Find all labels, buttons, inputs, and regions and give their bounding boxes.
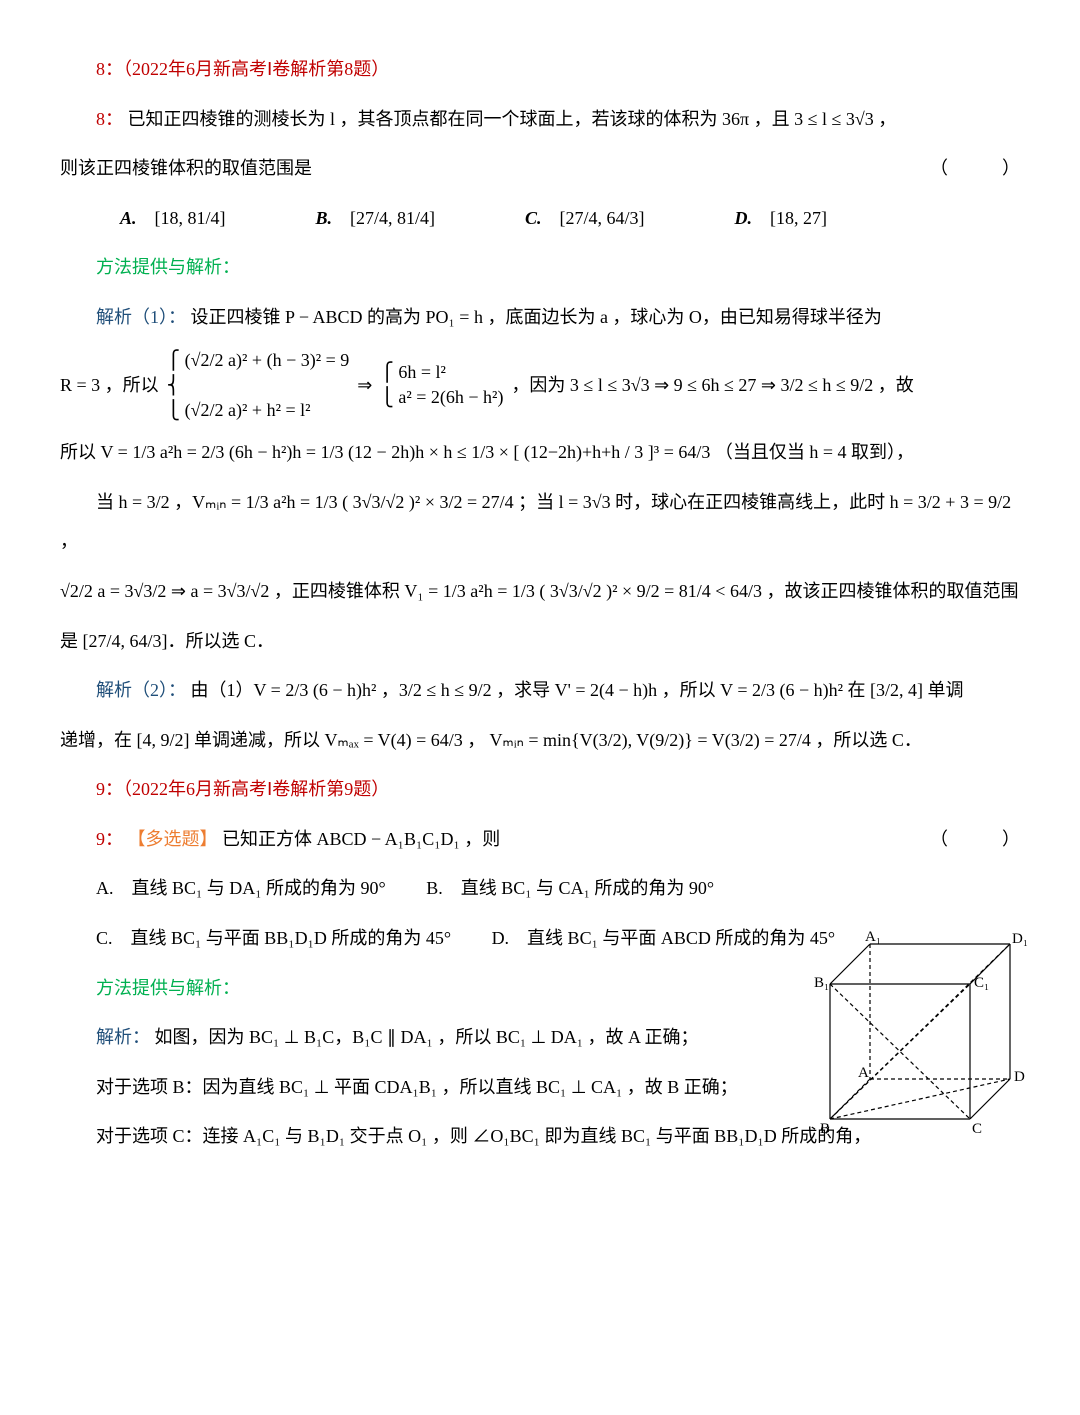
q8-paren: （ ） bbox=[930, 149, 1020, 189]
q9-option-d: D. 直线 BC₁ 与平面 ABCD 所成的角为 45° bbox=[492, 928, 836, 948]
q8-s1-label: 解析（1）： bbox=[96, 307, 186, 327]
q9-options-row1: A. 直线 BC₁ 与 DA₁ 所成的角为 90° B. 直线 BC₁ 与 CA… bbox=[60, 869, 1020, 909]
q9-header: 9：（2022年6月新高考Ⅰ卷解析第9题） bbox=[60, 770, 1020, 810]
q9-s-text1: 如图，因为 BC₁ ⊥ B₁C，B₁C ∥ DA₁ ，所以 BC₁ ⊥ DA₁ … bbox=[155, 1027, 699, 1047]
opt-b-label: B. bbox=[316, 208, 333, 228]
q8-s1-brace1: ⎧ (√2/2 a)² + (h − 3)² = 9 ⎨ ⎩ (√2/2 a)²… bbox=[167, 348, 350, 424]
q8-s2-line2: 递增，在 [4, 9/2] 单调递减，所以 Vₘₐₓ = V(4) = 64/3… bbox=[60, 721, 1020, 761]
q8-solution1-line1: 解析（1）： 设正四棱锥 P − ABCD 的高为 PO₁ = h ，底面边长为… bbox=[60, 298, 1020, 338]
opt-a-label: A. bbox=[120, 208, 137, 228]
q9-stem: 9： 【多选题】 已知正方体 ABCD − A₁B₁C₁D₁ ，则 （ ） bbox=[60, 820, 1020, 860]
cube-diagram: A₁ D₁ B₁ C₁ A D B C bbox=[810, 929, 1030, 1139]
q8-option-d: D. [18, 27] bbox=[735, 199, 828, 239]
q8-stem1-text: 已知正四棱锥的测棱长为 l ，其各顶点都在同一个球面上，若该球的体积为 36π … bbox=[128, 109, 897, 129]
q8-s1-brace2: ⎧ 6h = l² ⎩ a² = 2(6h − h²) bbox=[380, 360, 503, 410]
label-a: A bbox=[858, 1065, 869, 1081]
opt-c-text: [27/4, 64/3] bbox=[560, 208, 645, 228]
q9-stem-text: 已知正方体 ABCD − A₁B₁C₁D₁ ，则 bbox=[222, 829, 500, 849]
q8-options: A. [18, 81/4] B. [27/4, 81/4] C. [27/4, … bbox=[60, 199, 1020, 239]
q9-paren: （ ） bbox=[894, 820, 1020, 860]
label-c: C bbox=[972, 1121, 982, 1137]
q9-cube-wrap: A₁ D₁ B₁ C₁ A D B C 方法提供与解析： 解析： 如图，因为 B… bbox=[60, 969, 1020, 1157]
q8-option-c: C. [27/4, 64/3] bbox=[525, 199, 645, 239]
q8-stem-line2: 则该正四棱锥体积的取值范围是 （ ） bbox=[60, 149, 1020, 189]
label-d: D bbox=[1014, 1069, 1025, 1085]
opt-c-label: C. bbox=[525, 208, 542, 228]
q8-s1-line6: 是 [27/4, 64/3]．所以选 C． bbox=[60, 622, 1020, 662]
label-a1: A₁ bbox=[865, 929, 881, 945]
label-d1: D₁ bbox=[1012, 931, 1028, 947]
q9-tag: 【多选题】 bbox=[128, 829, 218, 849]
q8-s1-eq-row: R = 3 ，所以 ⎧ (√2/2 a)² + (h − 3)² = 9 ⎨ ⎩… bbox=[60, 348, 1020, 424]
q8-s1-text: 设正四棱锥 P − ABCD 的高为 PO₁ = h ，底面边长为 a ，球心为… bbox=[191, 307, 882, 327]
q8-s2-label: 解析（2）： bbox=[96, 680, 186, 700]
opt-b-text: [27/4, 81/4] bbox=[350, 208, 435, 228]
q9-option-a: A. 直线 BC₁ 与 DA₁ 所成的角为 90° bbox=[96, 878, 386, 898]
q8-s1-line3: 所以 V = 1/3 a²h = 2/3 (6h − h²)h = 1/3 (1… bbox=[60, 433, 1020, 473]
q8-s1-line4: 当 h = 3/2 ，Vₘᵢₙ = 1/3 a²h = 1/3 ( 3√3/√2… bbox=[60, 483, 1020, 562]
label-b: B bbox=[820, 1121, 830, 1137]
q9-option-c: C. 直线 BC₁ 与平面 BB₁D₁D 所成的角为 45° bbox=[96, 928, 451, 948]
q8-option-a: A. [18, 81/4] bbox=[120, 199, 226, 239]
q8-method-title: 方法提供与解析： bbox=[60, 248, 1020, 288]
q8-s1-arrow: ⇒ bbox=[357, 366, 372, 406]
label-b1: B₁ bbox=[814, 975, 829, 991]
q8-stem-line1: 8： 已知正四棱锥的测棱长为 l ，其各顶点都在同一个球面上，若该球的体积为 3… bbox=[60, 100, 1020, 140]
q9-stem-left: 9： 【多选题】 已知正方体 ABCD − A₁B₁C₁D₁ ，则 bbox=[60, 820, 500, 860]
q9-s-label: 解析： bbox=[96, 1027, 150, 1047]
q8-option-b: B. [27/4, 81/4] bbox=[316, 199, 436, 239]
q8-stem2-text: 则该正四棱锥体积的取值范围是 bbox=[60, 149, 312, 189]
opt-d-label: D. bbox=[735, 208, 753, 228]
q8-solution2-line1: 解析（2）： 由（1）V = 2/3 (6 − h)h² ，3/2 ≤ h ≤ … bbox=[60, 671, 1020, 711]
q8-s1-eq-pre: R = 3 ，所以 bbox=[60, 366, 159, 406]
q8-header: 8：（2022年6月新高考Ⅰ卷解析第8题） bbox=[60, 50, 1020, 90]
opt-a-text: [18, 81/4] bbox=[155, 208, 226, 228]
q8-number: 8： bbox=[96, 109, 123, 129]
q8-s1-line5: √2/2 a = 3√3/2 ⇒ a = 3√3/√2 ，正四棱锥体积 V₁ =… bbox=[60, 572, 1020, 612]
q9-option-b: B. 直线 BC₁ 与 CA₁ 所成的角为 90° bbox=[426, 878, 714, 898]
q8-s2-text1: 由（1）V = 2/3 (6 − h)h² ，3/2 ≤ h ≤ 9/2 ，求导… bbox=[191, 680, 964, 700]
label-c1: C₁ bbox=[974, 975, 989, 991]
q9-number: 9： bbox=[96, 829, 123, 849]
opt-d-text: [18, 27] bbox=[770, 208, 827, 228]
q8-s1-tail: ，因为 3 ≤ l ≤ 3√3 ⇒ 9 ≤ 6h ≤ 27 ⇒ 3/2 ≤ h … bbox=[511, 366, 913, 406]
